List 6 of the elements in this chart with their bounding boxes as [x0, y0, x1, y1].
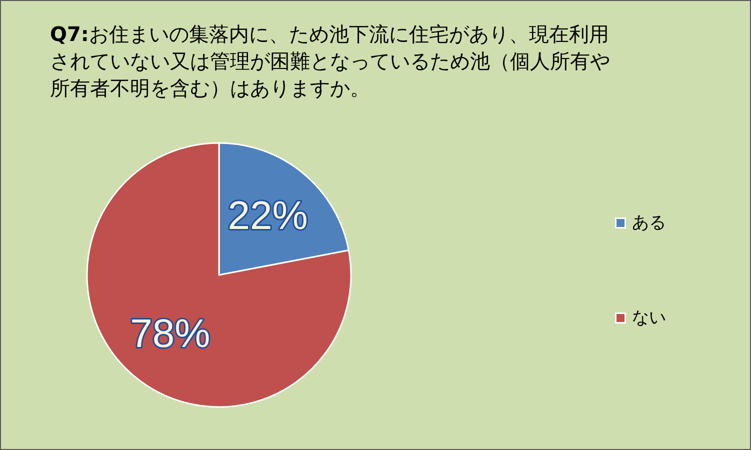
- pie-slice: [86, 142, 352, 408]
- legend-label: ない: [632, 308, 666, 328]
- chart-title: Q7:お住まいの集落内に、ため池下流に住宅があり、現在利用されていない又は管理が困難となっているため池（個人所有や所有者不明を含む）はありますか。: [50, 22, 610, 100]
- data-label: 78%: [130, 312, 210, 356]
- data-label: 22%: [228, 194, 308, 238]
- legend-label: ある: [632, 213, 666, 233]
